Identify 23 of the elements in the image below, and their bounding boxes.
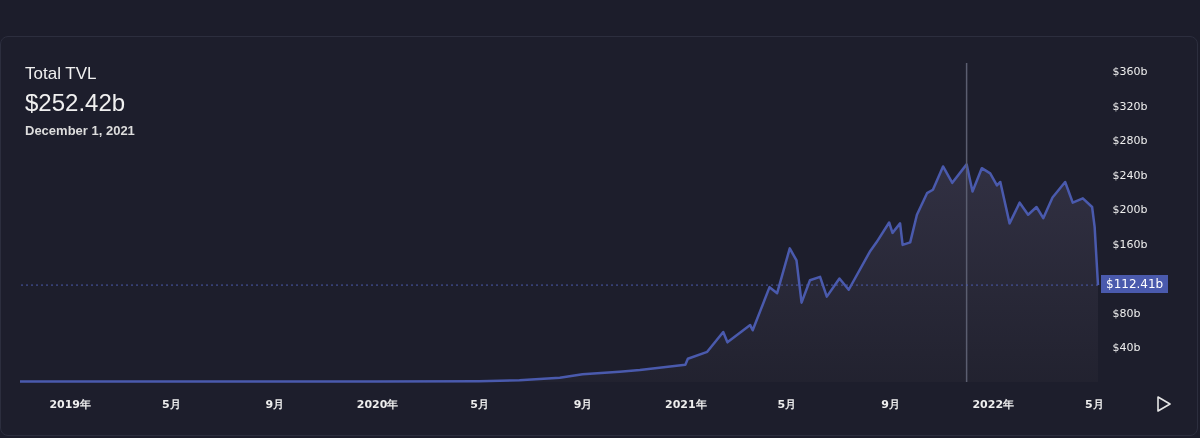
ref-line-label: $112.41b bbox=[1101, 275, 1169, 294]
annotation: December 1, 2021 bbox=[25, 123, 135, 138]
y-tick-label: $200b bbox=[1112, 203, 1148, 217]
x-tick-label: 2022年 bbox=[972, 397, 1015, 411]
x-tick-label: 9月 bbox=[265, 397, 285, 411]
x-tick-label: 5月 bbox=[161, 397, 181, 411]
y-tick-label: $280b bbox=[1112, 134, 1148, 148]
x-tick-label: 5月 bbox=[777, 397, 797, 411]
x-tick-label: 9月 bbox=[573, 397, 593, 411]
x-tick-label: 2019年 bbox=[49, 397, 91, 411]
x-tick-label: 5月 bbox=[470, 397, 489, 411]
x-tick-label: 2020年 bbox=[356, 397, 399, 411]
x-tick-label: 2021年 bbox=[665, 397, 707, 411]
y-tick-label: $320b bbox=[1112, 99, 1148, 113]
chart-title: Total TVL bbox=[25, 64, 98, 84]
x-tick-label: 9月 bbox=[881, 397, 900, 411]
x-tick-label: 5月 bbox=[1084, 397, 1104, 411]
y-tick-label: $240b bbox=[1112, 168, 1148, 182]
y-tick-label: $80b bbox=[1112, 306, 1141, 320]
y-tick-label: $160b bbox=[1112, 237, 1148, 251]
y-tick-label: $360b bbox=[1112, 65, 1148, 79]
text: $252.42b bbox=[25, 89, 127, 117]
y-tick-label: $40b bbox=[1112, 341, 1141, 355]
